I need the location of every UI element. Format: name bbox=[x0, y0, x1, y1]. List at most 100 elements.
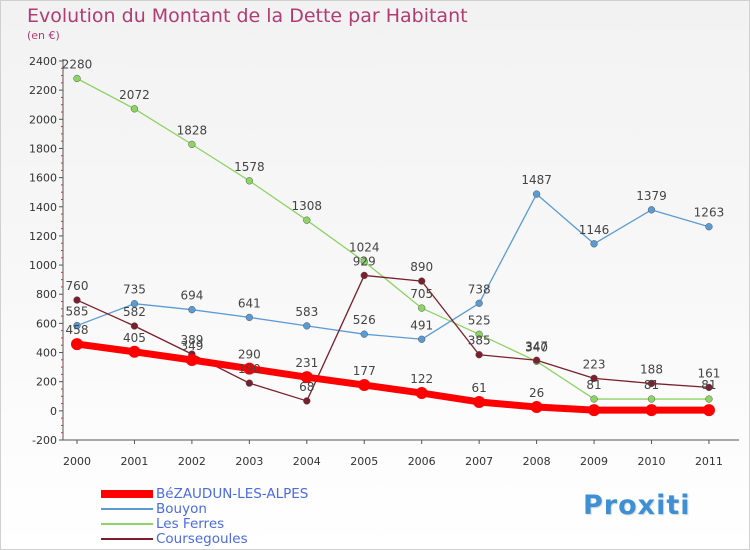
data-point bbox=[418, 335, 426, 343]
series-lines bbox=[76, 77, 710, 414]
x-tick-label: 2004 bbox=[293, 455, 321, 468]
unit-label: (en €) bbox=[27, 29, 60, 42]
series-line bbox=[76, 340, 709, 414]
data-label: 290 bbox=[238, 348, 261, 362]
data-point bbox=[590, 395, 598, 403]
data-label: 1828 bbox=[177, 123, 208, 137]
data-label: 738 bbox=[468, 282, 491, 296]
data-point bbox=[73, 74, 81, 83]
data-label: 188 bbox=[640, 362, 663, 376]
data-point bbox=[185, 353, 198, 366]
data-points bbox=[71, 74, 715, 417]
data-label: 61 bbox=[472, 381, 487, 395]
x-tick-label: 2011 bbox=[695, 455, 723, 468]
y-tick-label: 1800 bbox=[29, 142, 57, 155]
data-point bbox=[532, 356, 541, 364]
data-point bbox=[130, 105, 139, 113]
data-point bbox=[475, 330, 483, 338]
legend-label-les-ferres: Les Ferres bbox=[156, 516, 225, 532]
legend-label-coursegoules: Coursegoules bbox=[156, 531, 248, 547]
data-label: 491 bbox=[410, 318, 433, 332]
data-point bbox=[71, 338, 83, 351]
data-label: 1308 bbox=[292, 199, 323, 213]
y-tick-label: 800 bbox=[36, 288, 57, 301]
series-line bbox=[76, 77, 709, 400]
data-label: 458 bbox=[66, 323, 89, 337]
data-point bbox=[360, 330, 368, 338]
data-point bbox=[300, 371, 313, 384]
data-label: 177 bbox=[353, 364, 376, 378]
series-line bbox=[76, 274, 709, 402]
data-label: 161 bbox=[697, 366, 720, 380]
y-tick-label: 0 bbox=[50, 405, 57, 418]
x-tick-label: 2003 bbox=[235, 455, 263, 468]
data-point bbox=[590, 374, 598, 382]
data-label: 68 bbox=[299, 380, 314, 394]
data-labels: 2280 2072 1828 1578 1308 1024 705 525 340 81 81 81 5… bbox=[62, 57, 724, 400]
data-label: 585 bbox=[66, 305, 89, 319]
data-point bbox=[418, 304, 426, 312]
data-point bbox=[245, 177, 254, 185]
x-tick-label: 2002 bbox=[178, 455, 206, 468]
legend-label-bouyon: Bouyon bbox=[156, 501, 207, 517]
data-point bbox=[73, 296, 81, 304]
data-point bbox=[188, 140, 196, 149]
data-label: 81 bbox=[701, 378, 716, 392]
data-label: 760 bbox=[66, 279, 89, 293]
data-point bbox=[245, 379, 254, 387]
y-tick-label: 1200 bbox=[29, 230, 57, 243]
data-label: 26 bbox=[529, 386, 544, 400]
x-tick-label: 2006 bbox=[408, 455, 436, 468]
x-tick-label: 2001 bbox=[120, 455, 148, 468]
data-label: 705 bbox=[410, 287, 433, 301]
data-label: 231 bbox=[295, 356, 318, 370]
y-tick-label: 200 bbox=[36, 376, 57, 389]
data-label: 389 bbox=[180, 333, 203, 347]
data-label: 1487 bbox=[521, 173, 552, 187]
y-tick-label: 1000 bbox=[29, 259, 57, 272]
x-tick-label: 2008 bbox=[523, 455, 551, 468]
y-tick-label: 2000 bbox=[29, 113, 57, 126]
data-point bbox=[358, 379, 371, 392]
data-label: 929 bbox=[353, 254, 376, 268]
proxiti-logo: Proxiti bbox=[583, 490, 691, 521]
data-point bbox=[532, 190, 541, 198]
data-point bbox=[647, 206, 656, 214]
x-tick-label: 2000 bbox=[63, 455, 91, 468]
data-point bbox=[128, 345, 141, 358]
x-tick-label: 2009 bbox=[580, 455, 608, 468]
data-label: 582 bbox=[123, 305, 146, 319]
legend bbox=[101, 490, 153, 540]
data-point bbox=[303, 397, 311, 405]
y-tick-label: 600 bbox=[36, 317, 57, 330]
data-label: 81 bbox=[644, 378, 659, 392]
data-label: 641 bbox=[238, 296, 261, 310]
y-tick-label: 400 bbox=[36, 347, 57, 360]
data-label: 1146 bbox=[579, 223, 610, 237]
data-label: 525 bbox=[468, 313, 491, 327]
data-point bbox=[360, 257, 368, 266]
x-tick-label: 2007 bbox=[465, 455, 493, 468]
data-point bbox=[702, 404, 715, 417]
data-label: 223 bbox=[583, 357, 606, 371]
data-label: 1578 bbox=[234, 160, 265, 174]
data-point bbox=[130, 300, 139, 308]
data-label: 1263 bbox=[694, 206, 725, 220]
data-point bbox=[245, 313, 254, 322]
data-point bbox=[418, 277, 426, 285]
data-label: 385 bbox=[468, 334, 491, 348]
data-point bbox=[647, 395, 656, 403]
data-point bbox=[530, 401, 543, 414]
data-point bbox=[705, 223, 713, 231]
data-point bbox=[415, 387, 428, 400]
data-point bbox=[73, 321, 81, 330]
data-label: 405 bbox=[123, 331, 146, 345]
data-label: 81 bbox=[586, 378, 601, 392]
y-tick-label: -200 bbox=[32, 434, 57, 447]
data-label: 526 bbox=[353, 313, 376, 327]
data-point bbox=[647, 379, 656, 388]
data-label: 694 bbox=[180, 289, 203, 303]
data-label: 2072 bbox=[119, 88, 150, 102]
